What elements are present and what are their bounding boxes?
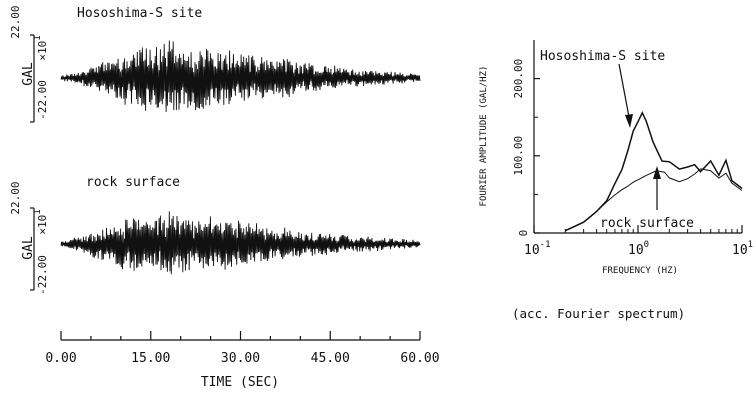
time-tick-label: 30.00: [221, 351, 260, 366]
time-tick-label: 45.00: [311, 351, 350, 366]
time-axis-label: TIME (SEC): [201, 375, 279, 390]
spectrum-ytick-label: 100.00: [512, 136, 525, 176]
bottom-ylabel: GAL: [21, 236, 36, 260]
top-ymult: ×101: [33, 35, 49, 60]
time-history-top-panel: Hososhima-S site 22.00 ×101 GAL -22.00: [9, 5, 421, 123]
bottom-ymult: ×101: [33, 209, 49, 234]
spectrum-ytick-label: 0: [517, 230, 530, 237]
spectrum-series-rock: [565, 168, 743, 232]
spectrum-ylabel: FOURIER AMPLITUDE (GAL/HZ): [479, 66, 489, 207]
annotation-arrow-hososhima: [618, 63, 630, 118]
fourier-spectrum-panel: 0 100.00 200.00 10-1 100 101 FOURIER AMPLITU…: [479, 40, 753, 321]
spectrum-caption: (acc. Fourier spectrum): [512, 306, 685, 321]
annotation-arrowhead-hososhima: [625, 114, 633, 128]
spectrum-ytick-label: 200.00: [512, 59, 525, 99]
bottom-ytick-high: 22.00: [9, 181, 22, 214]
time-axis: 0.00 15.00 30.00 45.00 60.00 TIME (SEC): [45, 331, 440, 390]
spectrum-annotation-rock: rock surface: [600, 216, 694, 231]
bottom-panel-label: rock surface: [86, 175, 180, 190]
bottom-waveform: [60, 211, 421, 275]
top-ytick-high: 22.00: [9, 5, 22, 38]
spectrum-xtick-label: 10-1: [524, 240, 551, 258]
annotation-arrowhead-rock: [653, 166, 661, 179]
time-history-bottom-panel: rock surface 22.00 ×101 GAL -22.00: [9, 175, 421, 295]
time-tick-label: 60.00: [400, 351, 439, 366]
spectrum-xtick-label: 101: [732, 240, 753, 258]
spectrum-annotation-hososhima: Hososhima-S site: [540, 49, 665, 64]
time-tick-label: 0.00: [45, 351, 76, 366]
top-panel-label: Hososhima-S site: [77, 6, 202, 21]
spectrum-xlabel: FREQUENCY (HZ): [602, 266, 678, 276]
top-waveform: [60, 40, 421, 113]
spectrum-series-hososhima: [564, 111, 743, 232]
bottom-ytick-low: -22.00: [36, 255, 49, 295]
top-ylabel: GAL: [21, 62, 36, 86]
time-tick-label: 15.00: [131, 351, 170, 366]
spectrum-xtick-label: 100: [628, 240, 649, 258]
top-ytick-low: -22.00: [36, 80, 49, 120]
